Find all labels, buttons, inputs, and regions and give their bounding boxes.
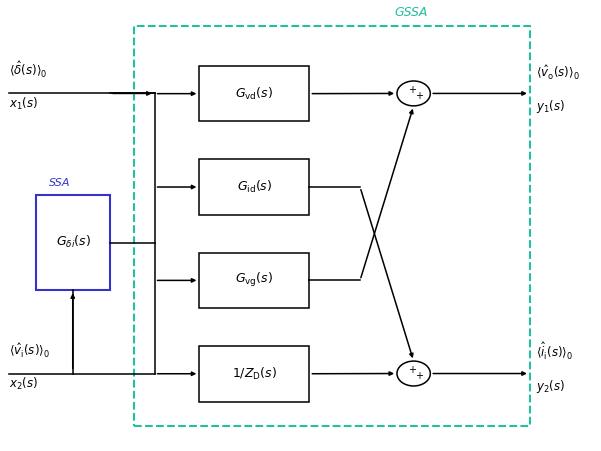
Text: $y_2(s)$: $y_2(s)$ [535, 378, 565, 395]
Text: $y_1(s)$: $y_1(s)$ [535, 98, 565, 115]
Text: +: + [408, 85, 416, 95]
Text: $\langle\hat{v}_{\mathrm{o}}(s)\rangle_0$: $\langle\hat{v}_{\mathrm{o}}(s)\rangle_0… [535, 64, 579, 83]
Bar [200, 159, 310, 215]
Text: SSA: SSA [49, 178, 70, 188]
Text: $G_{\mathrm{vg}}(s)$: $G_{\mathrm{vg}}(s)$ [236, 272, 273, 290]
Text: +: + [408, 365, 416, 375]
Text: $x_1(s)$: $x_1(s)$ [9, 96, 38, 112]
Bar [200, 253, 310, 308]
Bar [200, 66, 310, 121]
Text: $G_{\delta i}(s)$: $G_{\delta i}(s)$ [55, 235, 91, 250]
Bar [200, 346, 310, 401]
Text: $G_{\mathrm{vd}}(s)$: $G_{\mathrm{vd}}(s)$ [236, 86, 273, 102]
Text: $G_{\mathrm{id}}(s)$: $G_{\mathrm{id}}(s)$ [237, 179, 272, 195]
Text: GSSA: GSSA [394, 6, 427, 19]
Text: $x_2(s)$: $x_2(s)$ [9, 376, 38, 392]
Text: $1/Z_{\mathrm{D}}(s)$: $1/Z_{\mathrm{D}}(s)$ [232, 366, 277, 382]
Bar [35, 195, 110, 290]
Text: $\langle\hat{i}_{\mathrm{i}}(s)\rangle_0$: $\langle\hat{i}_{\mathrm{i}}(s)\rangle_0… [535, 341, 573, 363]
Text: $\langle\hat{\delta}(s)\rangle_0$: $\langle\hat{\delta}(s)\rangle_0$ [9, 60, 47, 80]
Text: +: + [415, 371, 423, 381]
Text: $\langle\hat{v}_{\mathrm{i}}(s)\rangle_0$: $\langle\hat{v}_{\mathrm{i}}(s)\rangle_0… [9, 342, 50, 360]
Bar [134, 26, 529, 426]
Text: +: + [415, 91, 423, 101]
